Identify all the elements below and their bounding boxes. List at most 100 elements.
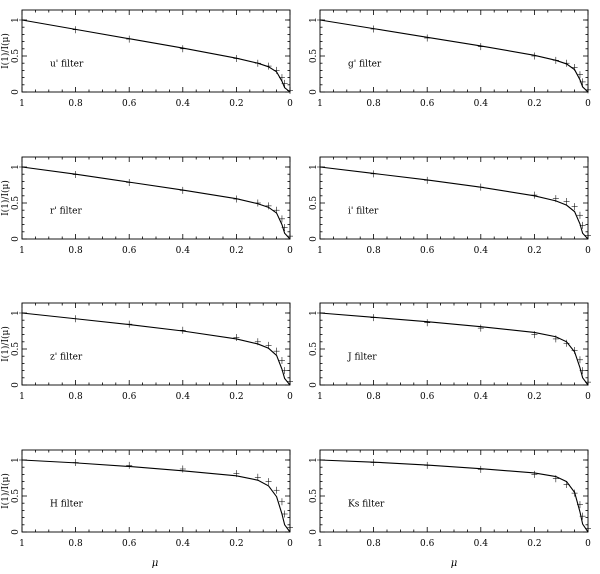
x-axis-label-right: μ [451,558,458,569]
observed-point [287,232,293,240]
x-tick-label: 0.4 [474,392,489,402]
observed-point [265,62,272,70]
observed-point [179,326,186,334]
x-tick-label: 1 [19,246,25,256]
observed-point [72,171,79,179]
observed-point [19,456,25,464]
observed-point [287,524,293,532]
observed-point [579,512,586,520]
observed-point [19,163,25,171]
model-curve [319,166,589,240]
y-axis-label: I(1)/I(μ) [0,473,11,509]
observed-point [278,74,285,82]
y-tick-label: 1 [309,164,319,170]
observed-point [179,45,186,53]
observed-point [571,203,578,211]
y-tick-label: 0 [309,236,319,242]
observed-point [126,178,133,186]
observed-point [19,309,25,317]
observed-point [576,71,583,79]
observed-point [126,461,133,469]
x-tick-label: 0.2 [527,99,541,109]
x-tick-label: 0.8 [68,539,83,549]
x-tick-label: 0.2 [229,539,243,549]
observed-point [281,510,288,518]
y-tick-label: 0.5 [309,196,319,211]
observed-point [563,339,570,347]
x-tick-label: 0.6 [420,392,435,402]
observed-point [563,198,570,206]
panel-7: 1 0.8 0.6 0.4 0.2 0 0 0.5 1 I(1)/I(μ) H filter [0,449,293,549]
observed-point [585,231,591,239]
x-tick-label: 0 [287,246,293,256]
y-tick-label: 0.5 [309,49,319,64]
observed-point [579,221,586,229]
observed-point [287,377,293,385]
panel-label: u' filter [50,60,84,70]
observed-point [571,64,578,72]
y-tick-label: 1 [11,310,21,316]
observed-point [585,378,591,386]
observed-point [317,163,323,171]
observed-point [531,52,538,60]
observed-point [278,357,285,365]
observed-point [370,25,377,33]
model-curve [21,312,291,386]
observed-point [278,498,285,506]
panel-3: 1 0.8 0.6 0.4 0.2 0 0 0.5 1 I(1)/I(μ) r' filter [0,156,293,256]
observed-point [179,465,186,473]
observed-point [370,459,377,467]
x-tick-label: 0 [585,99,591,109]
y-tick-label: 1 [11,17,21,23]
x-tick-label: 1 [317,539,323,549]
panel-4: 1 0.8 0.6 0.4 0.2 0 0 0.5 1 i' filter [309,156,591,256]
observed-point [576,211,583,219]
x-tick-label: 0.6 [122,539,137,549]
observed-point [552,195,559,203]
x-tick-label: 0.2 [527,392,541,402]
panel-1: 1 0.8 0.6 0.4 0.2 0 0 0.5 1 I(1)/I(μ) u' filter [0,9,293,109]
observed-point [571,346,578,354]
observed-point [273,206,280,214]
observed-point [126,35,133,43]
observed-point [179,186,186,194]
observed-point [233,470,240,478]
observed-point [585,86,591,94]
x-tick-label: 0.2 [229,246,243,256]
observed-point [576,356,583,364]
plot-frame [319,302,589,386]
plot-frame [21,302,291,386]
observed-point [424,34,431,42]
panel-2: 1 0.8 0.6 0.4 0.2 0 0 0.5 1 g' filter [309,9,591,109]
y-tick-label: 1 [309,310,319,316]
observed-point [531,191,538,199]
plot-frame [319,449,589,533]
x-tick-label: 1 [19,99,25,109]
y-tick-label: 1 [309,17,319,23]
observed-point [579,367,586,375]
observed-point [477,43,484,51]
y-tick-label: 0.5 [309,342,319,357]
observed-point [233,195,240,203]
observed-point [552,56,559,64]
panels-group: 1 0.8 0.6 0.4 0.2 0 0 0.5 1 I(1)/I(μ) u' filter 1 0.… [0,9,591,549]
x-tick-label: 0.4 [176,246,191,256]
y-tick-label: 1 [11,457,21,463]
observed-point [317,16,323,24]
observed-point [287,87,293,95]
observed-point [424,319,431,327]
x-tick-label: 0.8 [68,99,83,109]
observed-point [317,456,323,464]
plot-frame [21,156,291,240]
x-tick-label: 0 [585,539,591,549]
observed-point [19,16,25,24]
panel-label: J filter [347,353,377,363]
observed-point [552,335,559,343]
observed-point [576,501,583,509]
x-tick-label: 0.6 [122,392,137,402]
model-curve [21,459,291,533]
x-tick-label: 0.8 [366,539,381,549]
observed-point [233,55,240,63]
y-tick-label: 0.5 [11,342,21,357]
y-tick-label: 0.5 [309,489,319,504]
